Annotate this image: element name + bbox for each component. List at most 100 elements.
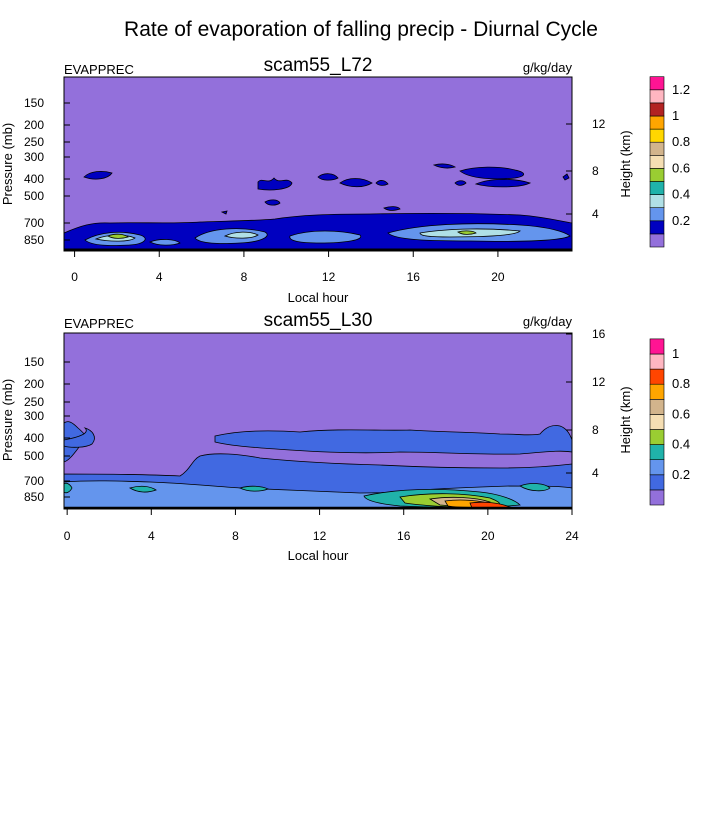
panel-2-colorbar-box: [649, 398, 665, 415]
panel-1-contour-blob-13: [220, 210, 228, 215]
panel-2-x-tick-label: 24: [565, 529, 579, 543]
panel-2-y2-axis: 4 8 12 16 Height (km): [566, 327, 633, 480]
panel-2-y-tick-label: 150: [24, 355, 44, 369]
panel-2-plot: [63, 332, 573, 510]
panel-1-title: scam55_L72: [264, 55, 373, 76]
panel-2-x-tick-label: 12: [313, 529, 327, 543]
panel-scam55-l72: EVAPPREC scam55_L72 g/kg/day: [0, 55, 690, 305]
panel-1-contour-light-5: [289, 230, 362, 244]
panel-2-contour-upper-band-2: [63, 427, 95, 448]
panel-1-colorbar-box: [649, 233, 665, 248]
panel-2-x-tick-label: 4: [148, 529, 155, 543]
panel-2-y-axis-label: Pressure (mb): [0, 379, 15, 461]
panel-2-x-tick-label: 0: [64, 529, 71, 543]
panel-2-colorbar-box: [649, 353, 665, 370]
panel-1-y2-tick-label: 12: [592, 117, 606, 131]
panel-1-colorbar-label: 1.2: [672, 82, 690, 97]
panel-2-y2-tick-label: 8: [592, 423, 599, 437]
panel-2-y2-tick-label: 12: [592, 375, 606, 389]
panel-1-y-tick-label: 200: [24, 118, 44, 132]
panel-1-y2-tick-label: 8: [592, 164, 599, 178]
panel-1-y-axis: 150 200 250 300 400 500 700 850 Pressure…: [0, 96, 70, 247]
panel-2-x-axis: 0 4 8 12 16 20 24: [64, 509, 579, 543]
panel-1-x-axis-label: Local hour: [288, 290, 349, 305]
panel-2-colorbar-label: 1: [672, 346, 679, 361]
panel-2-contour-teal-4: [519, 483, 551, 492]
panel-1-colorbar-box: [649, 141, 665, 156]
panel-1-colorbar-label: 0.2: [672, 213, 690, 228]
panel-1-contour-blob-9: [454, 180, 467, 186]
panel-2-colorbar-box: [649, 338, 665, 355]
panel-1-contour-light-8: [149, 239, 181, 246]
panel-1-colorbar: 0.2 0.4 0.6 0.8 1 1.2: [649, 76, 690, 248]
panel-2-contour-upper-band-3: [214, 425, 573, 455]
panel-2-colorbar: 0.2 0.4 0.6 0.8 1: [649, 338, 690, 506]
panel-1-y-axis-label: Pressure (mb): [0, 123, 15, 205]
panel-1-contour-blob-2: [257, 177, 293, 191]
panel-1-x-tick-label: 0: [71, 270, 78, 284]
panel-2-colorbar-box: [649, 429, 665, 445]
panel-2-colorbar-box: [649, 414, 665, 430]
panel-1-y-tick-label: 250: [24, 135, 44, 149]
panel-1-units: g/kg/day: [523, 60, 573, 75]
panel-2-colorbar-label: 0.8: [672, 376, 690, 391]
panel-2-contour-teal-3: [238, 485, 270, 492]
panel-1-plot: [63, 76, 573, 252]
panel-1-contour-blob-3: [264, 199, 281, 206]
panel-2-units: g/kg/day: [523, 314, 573, 329]
panel-2-y-tick-label: 200: [24, 377, 44, 391]
panel-1-colorbar-box: [649, 76, 665, 91]
panel-1-contour-blob-5: [339, 178, 373, 188]
panel-1-colorbar-box: [649, 220, 665, 235]
panel-1-y-tick-label: 300: [24, 150, 44, 164]
panel-1-x-tick-label: 4: [156, 270, 163, 284]
panel-1-x-tick-label: 8: [241, 270, 248, 284]
panel-1-contour-blob-8: [459, 166, 525, 180]
panel-2-y-tick-label: 700: [24, 474, 44, 488]
panel-2-y-tick-label: 400: [24, 431, 44, 445]
panel-1-x-tick-label: 16: [407, 270, 421, 284]
panel-2-colorbar-box: [649, 444, 665, 461]
panel-1-left-label: EVAPPREC: [64, 62, 134, 77]
panel-scam55-l30: EVAPPREC scam55_L30 g/kg/day: [0, 310, 690, 563]
panel-1-y2-axis-label: Height (km): [618, 130, 633, 197]
panel-1-contour-blob-6: [375, 180, 389, 186]
panel-1-y-tick-label: 150: [24, 96, 44, 110]
panel-2-colorbar-box: [649, 474, 665, 491]
panel-2-colorbar-box: [649, 383, 665, 400]
panel-1-y-tick-label: 700: [24, 216, 44, 230]
panel-1-contour-blob-4: [317, 173, 339, 181]
panel-1-contour-green-2: [457, 230, 477, 235]
panel-1-contour-light-4: [223, 231, 259, 239]
panel-1-y-tick-label: 500: [24, 189, 44, 203]
figure-title: Rate of evaporation of falling precip - …: [124, 18, 598, 41]
panel-1-colorbar-label: 0.6: [672, 160, 690, 175]
panel-2-x-tick-label: 8: [232, 529, 239, 543]
panel-2-left-label: EVAPPREC: [64, 316, 134, 331]
panel-1-y-tick-label: 850: [24, 233, 44, 247]
panel-1-colorbar-box: [649, 207, 665, 222]
panel-1-contour-green-1: [107, 233, 129, 239]
panel-2-colorbar-label: 0.2: [672, 467, 690, 482]
panel-2-y-tick-label: 250: [24, 395, 44, 409]
panel-1-x-tick-label: 20: [491, 270, 505, 284]
panel-2-colorbar-label: 0.6: [672, 406, 690, 421]
panel-1-colorbar-label: 0.8: [672, 134, 690, 149]
panel-2-colorbar-label: 0.4: [672, 437, 690, 452]
panel-2-colorbar-box: [649, 368, 665, 385]
panel-2-title: scam55_L30: [264, 310, 373, 331]
panel-1-colorbar-box: [649, 89, 665, 104]
panel-1-colorbar-box: [649, 102, 665, 117]
panel-1-y-tick-group: 150 200 250 300 400 500 700 850: [24, 96, 70, 247]
panel-2-contour-teal-2: [129, 485, 157, 493]
panel-2-contours: [63, 421, 573, 510]
panel-1-contour-blob-7: [432, 163, 456, 169]
panel-1-colorbar-box: [649, 155, 665, 169]
panel-2-colorbar-box: [649, 489, 665, 506]
panel-2-y-tick-label: 300: [24, 409, 44, 423]
panel-1-y-tick-label: 400: [24, 172, 44, 186]
panel-1-contour-blob-10: [474, 178, 532, 188]
panel-2-y-tick-label: 850: [24, 490, 44, 504]
panel-2-y2-axis-label: Height (km): [618, 386, 633, 453]
